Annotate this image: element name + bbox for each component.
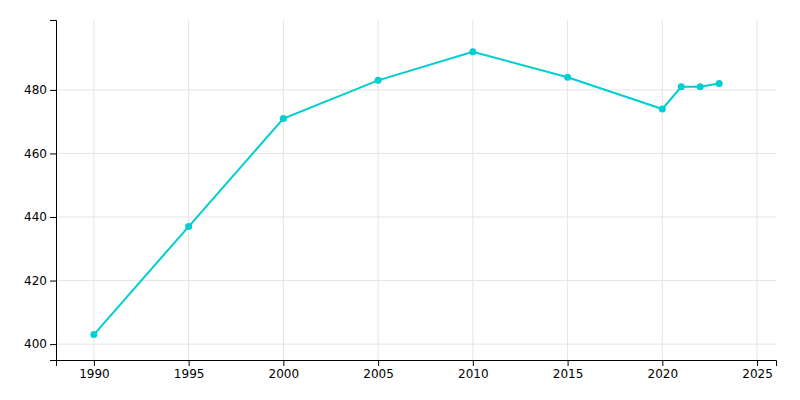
x-tick-label: 2020 xyxy=(648,367,679,381)
x-tick: 1990 xyxy=(79,360,110,381)
y-grid-line xyxy=(56,217,776,218)
y-tick: 460 xyxy=(24,147,56,161)
y-tick-mark xyxy=(50,90,56,91)
x-tick-label: 1995 xyxy=(174,367,205,381)
line xyxy=(94,52,719,335)
grid xyxy=(56,20,776,360)
x-tick: 2020 xyxy=(648,360,679,381)
x-tick: 2015 xyxy=(553,360,584,381)
y-tick-label: 400 xyxy=(24,337,47,351)
point xyxy=(90,331,97,338)
x-tick-mark xyxy=(757,360,758,366)
x-tick-label: 2015 xyxy=(553,367,584,381)
y-grid-line xyxy=(56,280,776,281)
x-tick-mark xyxy=(473,360,474,366)
x-tick-label: 1990 xyxy=(79,367,110,381)
y-grid-line xyxy=(56,89,776,90)
y-tick-label: 420 xyxy=(24,274,47,288)
x-tick-mark xyxy=(94,360,95,366)
x-grid-line xyxy=(188,20,189,360)
x-tick-label: 2005 xyxy=(363,367,394,381)
x-grid-line xyxy=(93,20,94,360)
x-tick-label: 2025 xyxy=(742,367,773,381)
x-grid-line xyxy=(378,20,379,360)
x-axis-line xyxy=(57,361,777,367)
y-tick: 420 xyxy=(24,274,56,288)
y-tick-mark xyxy=(50,153,56,154)
x-grid-line xyxy=(757,20,758,360)
x-tick-label: 2000 xyxy=(269,367,300,381)
point xyxy=(564,74,571,81)
y-tick-label: 480 xyxy=(24,83,47,97)
x-tick: 2010 xyxy=(458,360,489,381)
y-axis: 400 420 440 460 480 xyxy=(24,21,56,361)
y-tick-mark xyxy=(50,344,56,345)
y-grid-line xyxy=(56,344,776,345)
x-tick-mark xyxy=(283,360,284,366)
point xyxy=(375,77,382,84)
x-tick-label: 2010 xyxy=(458,367,489,381)
x-tick: 2025 xyxy=(742,360,773,381)
y-tick-mark xyxy=(50,217,56,218)
x-grid-line xyxy=(472,20,473,360)
x-grid-line xyxy=(567,20,568,360)
y-tick: 400 xyxy=(24,337,56,351)
point xyxy=(185,223,192,230)
y-tick-label: 460 xyxy=(24,147,47,161)
plot-area xyxy=(90,48,722,338)
point xyxy=(469,48,476,55)
x-tick-mark xyxy=(568,360,569,366)
y-tick-mark xyxy=(50,281,56,282)
x-tick: 2005 xyxy=(363,360,394,381)
point xyxy=(659,105,666,112)
y-tick: 440 xyxy=(24,210,56,224)
y-axis-line xyxy=(50,21,57,361)
point xyxy=(716,80,723,87)
point xyxy=(280,115,287,122)
point xyxy=(678,83,685,90)
y-tick: 480 xyxy=(24,83,56,97)
x-tick: 2000 xyxy=(269,360,300,381)
chart-svg: 1990 1995 2000 2005 2010 2015 2020 2025 400 420 44… xyxy=(0,0,800,400)
chart-container: 1990 1995 2000 2005 2010 2015 2020 2025 400 420 44… xyxy=(0,0,800,400)
point xyxy=(697,83,704,90)
y-tick-label: 440 xyxy=(24,210,47,224)
x-axis: 1990 1995 2000 2005 2010 2015 2020 2025 xyxy=(57,360,777,381)
x-tick: 1995 xyxy=(174,360,205,381)
x-tick-mark xyxy=(378,360,379,366)
y-grid-line xyxy=(56,153,776,154)
x-grid-line xyxy=(283,20,284,360)
x-tick-mark xyxy=(662,360,663,366)
x-grid-line xyxy=(662,20,663,360)
x-tick-mark xyxy=(189,360,190,366)
